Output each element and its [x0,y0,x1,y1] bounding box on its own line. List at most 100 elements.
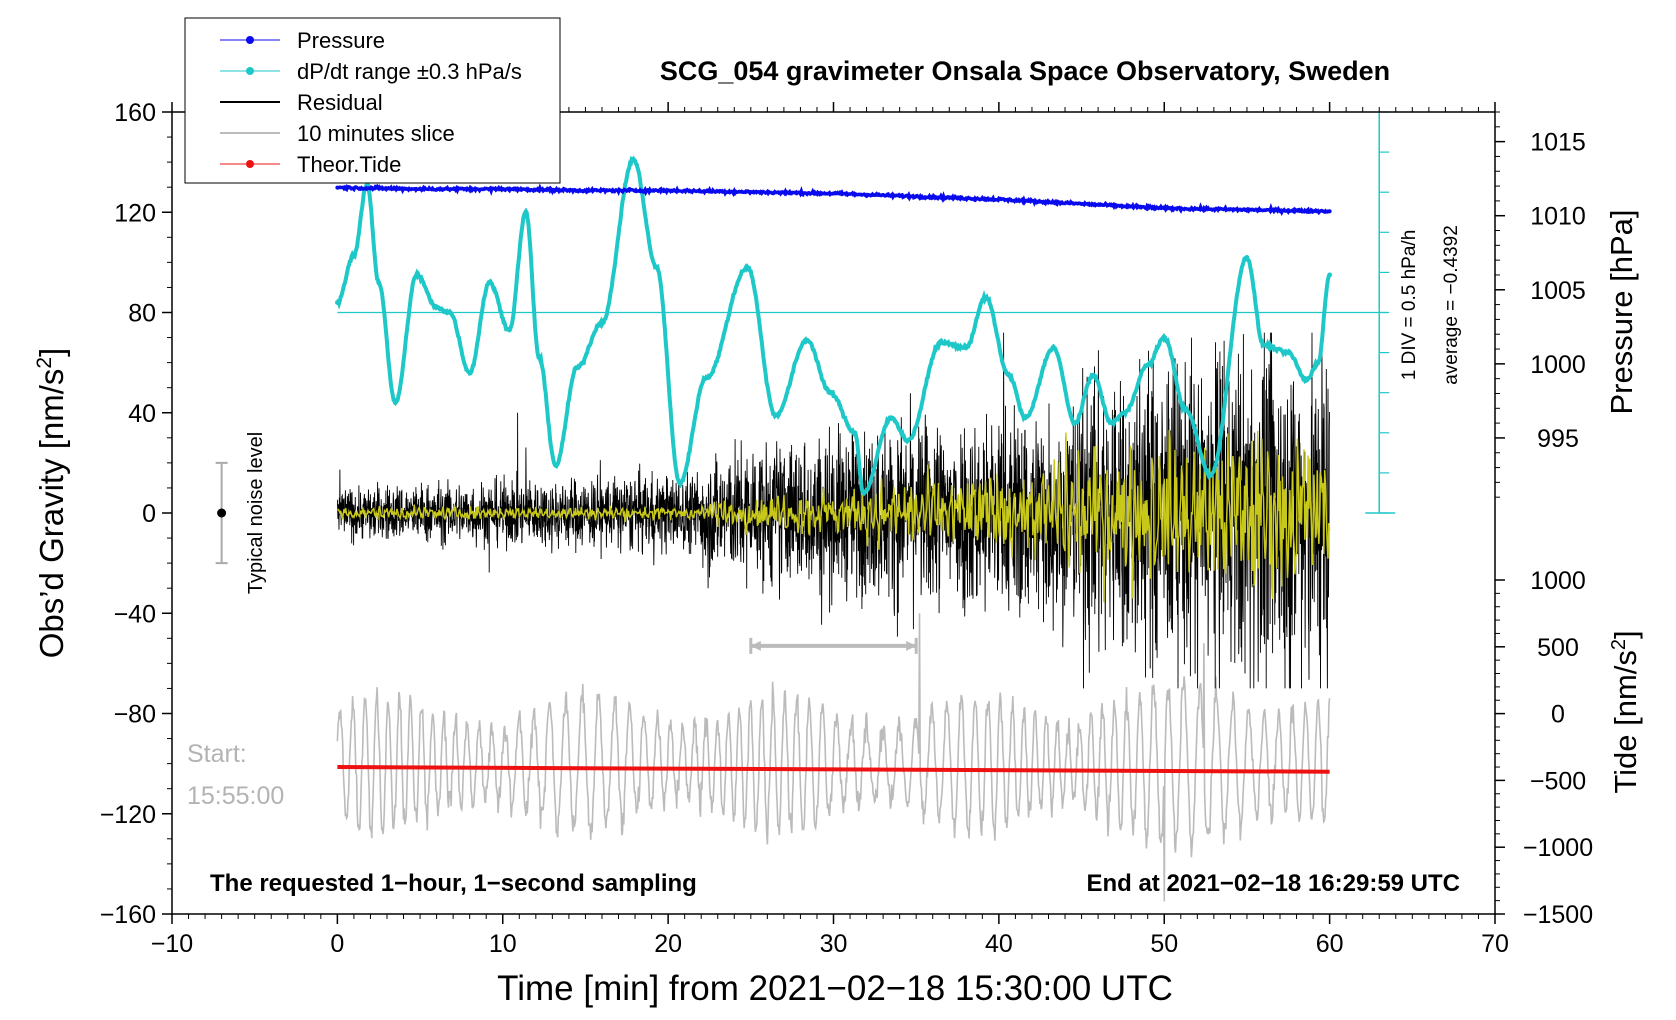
dpdt-point [434,305,439,310]
dpdt-point [889,415,894,421]
dpdt-point [677,480,683,486]
x-tick-label: 10 [489,930,517,958]
dpdt-point [1183,407,1189,413]
pressure-point [748,190,753,194]
tide-tick-label: 1000 [1530,567,1586,595]
dpdt-point [599,320,605,325]
dpdt-point [1072,420,1078,426]
pressure-point [831,191,836,196]
tide-series-line [337,765,1330,774]
plot-layer-axes: −10 0 10 20 30 40 50 60 70 160 120 80 40 0 −40 −80 −120 −… [100,99,1593,958]
dpdt-point [860,490,866,496]
start-label: Start: [187,740,247,768]
footer-right-label: End at 2021−02−18 16:29:59 UTC [1086,870,1460,897]
dpdt-point [487,280,492,285]
dpdt-point [1161,335,1167,340]
pressure-point [1162,206,1167,211]
gravity-tick-label: 0 [142,500,156,528]
dpdt-point [536,355,542,360]
gravity-tick-label: −160 [100,901,156,929]
pressure-point [583,188,588,193]
chart-title: SCG_054 gravimeter Onsala Space Observat… [660,56,1390,86]
pressure-tick-label: 1000 [1530,351,1586,379]
dpdt-point [376,280,382,285]
dpdt-point [1122,410,1127,416]
gravity-tick-label: 160 [114,99,156,127]
gravity-tick-label: 120 [114,199,156,227]
dpdt-point [523,209,529,215]
pressure-point [1244,207,1249,212]
y-axis-label-tide-main: Tide [nm/s [1608,650,1643,794]
slice-range-right-arrow [906,640,917,651]
legend-label-dpdt: dP/dt range ±0.3 hPa/s [297,59,522,84]
noise-level-center-dot [217,508,227,518]
dpdt-point [574,365,580,370]
dpdt-point [773,412,778,418]
dpdt-point [392,400,398,406]
gravity-tick-label: −80 [114,701,156,729]
pressure-point [1327,209,1332,214]
tide-tick-label: −500 [1530,767,1586,795]
dpdt-point [1304,377,1309,383]
legend-marker-tide [246,160,254,168]
tide-tick-label: 500 [1537,634,1579,662]
legend-label-pressure: Pressure [297,28,385,53]
dpdt-point [1327,272,1332,278]
dpdt-point [1006,372,1012,378]
dpdt-point [703,375,709,381]
legend-marker-pressure [246,36,254,44]
dpdt-point [335,300,340,305]
dpdt-point [1315,360,1321,365]
y-axis-label-tide-tail: ] [1608,630,1643,639]
dpdt-point [827,390,833,396]
dpdt-point [507,327,512,333]
pressure-point [500,187,505,191]
gravity-tick-label: −120 [100,801,156,829]
dpdt-point [745,265,750,270]
footer-left-label: The requested 1−hour, 1−second sampling [210,870,697,897]
pressure-tick-label: 1015 [1530,129,1586,157]
pressure-tick-label: 995 [1537,425,1579,453]
y-axis-label-tide: Tide [nm/s2] [1608,630,1643,793]
dpdt-point [1108,420,1114,426]
dpdt-point [1022,415,1028,421]
y-axis-label-pressure: Pressure [hPa] [1604,209,1639,414]
pressure-point [914,194,919,199]
dpdt-point [852,430,858,436]
dpdt-point [1261,342,1266,348]
legend-label-residual: Residual [297,90,383,115]
slice-series-line [336,613,1331,902]
legend-box [184,17,561,184]
dpdt-point [447,310,453,315]
pressure-point [1079,201,1084,206]
dpdt-point [414,272,420,278]
pressure-point [335,185,340,190]
gravity-tick-label: −40 [114,600,156,628]
residual-smoothed-series-line [337,429,1331,603]
slice-range-left-arrow [750,640,761,651]
dpdt-point [1208,473,1213,478]
dpdt-point [351,252,357,258]
dpdt-point [467,370,473,376]
x-tick-label: 40 [985,930,1013,958]
noise-level-label: Typical noise level [245,432,267,594]
dpdt-point [1285,350,1291,355]
pressure-point [666,188,671,193]
legend-label-tide: Theor.Tide [297,152,401,177]
dpdt-point [905,437,911,443]
scale-average-label: average = −0.4392 [1441,225,1462,385]
plot-layer-series [335,111,1396,902]
dpdt-point [938,340,944,345]
x-axis-label: Time [min] from 2021−02−18 15:30:00 UTC [497,969,1173,1008]
dpdt-point [1090,372,1096,378]
dpdt-point [553,463,559,468]
y-axis-label-left: Obs’d Gravity [nm/s2] [33,348,70,659]
scale-div-label: 1 DIV = 0.5 hPa/h [1399,230,1420,381]
pressure-tick-label: 1010 [1530,203,1586,231]
dpdt-point [983,295,988,300]
gravity-tick-label: 40 [128,400,156,428]
legend: Pressure dP/dt range ±0.3 hPa/s Residual… [184,17,561,184]
pressure-series-line [336,183,1332,217]
dpdt-point [1145,362,1151,368]
